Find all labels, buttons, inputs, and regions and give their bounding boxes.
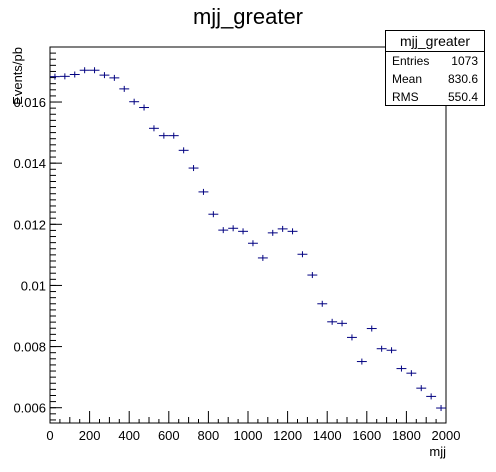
stats-row-mean: Mean 830.6 [386,70,484,88]
y-tick-label: 0.014 [13,156,46,171]
data-point [297,251,308,258]
data-point [149,125,159,132]
x-tick-label: 1600 [352,428,381,443]
x-tick-label: 0 [46,428,53,443]
data-point [406,370,417,377]
stats-value: 830.6 [447,72,478,86]
data-point [139,104,149,111]
stats-legend: mjj_greater Entries 1073 Mean 830.6 RMS … [385,30,485,106]
data-point [99,72,110,79]
data-point [416,385,427,392]
data-point [248,240,258,247]
data-point [50,73,60,80]
y-axis-label: Events/pb [10,47,25,105]
y-tick-label: 0.008 [13,340,46,355]
data-point [228,225,239,232]
data-point [109,74,120,81]
data-point [337,320,347,327]
data-point [69,71,80,78]
data-point [277,225,288,232]
data-point [89,67,100,74]
data-point [188,165,199,172]
stats-label: RMS [392,90,419,104]
y-axis: 0.006 0.008 0.01 0.012 0.014 0.016 [13,52,62,421]
x-tick-label: 1000 [234,428,263,443]
data-point [317,300,328,307]
y-tick-label: 0.016 [13,95,46,110]
data-point [436,405,446,412]
stats-value: 550.4 [447,90,478,104]
data-point [356,358,367,365]
y-tick-label: 0.01 [21,278,46,293]
x-tick-label: 1800 [392,428,421,443]
x-tick-label: 1400 [313,428,342,443]
x-axis: 0 200 400 600 800 1000 1200 1400 1600 1800 2000 [46,411,460,443]
data-point [426,393,437,400]
x-tick-label: 1200 [273,428,302,443]
data-point [347,334,357,341]
data-point [79,67,90,74]
data-point [257,254,268,261]
data-point [396,365,407,372]
x-tick-label: 200 [79,428,101,443]
y-tick-label: 0.012 [13,217,46,232]
data-point [168,132,179,139]
stats-value: 1073 [451,54,478,68]
data-point [178,147,189,154]
x-tick-label: 2000 [432,428,461,443]
data-point [366,325,377,332]
stats-row-entries: Entries 1073 [386,52,484,70]
y-tick-label: 0.006 [13,401,46,416]
data-point [129,98,140,105]
data-point [59,73,70,80]
data-point [218,227,229,234]
data-point [119,85,130,92]
x-tick-label: 400 [118,428,140,443]
data-point [376,345,387,352]
data-point [208,211,219,218]
data-point [386,347,397,354]
stats-title: mjj_greater [386,31,484,52]
x-tick-label: 600 [158,428,180,443]
data-point [307,272,318,279]
stats-label: Mean [392,72,423,86]
x-axis-label: mjj [429,444,446,459]
data-point [238,228,248,235]
data-point [327,318,338,325]
data-point [267,229,278,236]
data-point [158,132,169,139]
x-tick-label: 800 [198,428,220,443]
data-point [198,188,209,195]
data-point [287,228,298,235]
chart-title: mjj_greater [193,4,303,29]
stats-label: Entries [392,54,430,68]
stats-row-rms: RMS 550.4 [386,88,484,106]
data-points [50,67,446,412]
